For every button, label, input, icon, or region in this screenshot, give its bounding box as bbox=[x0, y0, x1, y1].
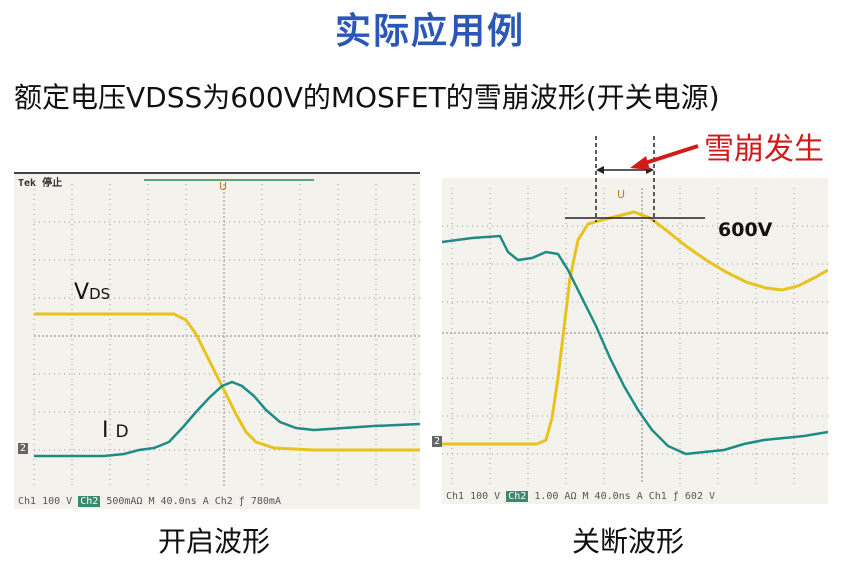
turn-off-scope-status-bar: Ch1 100 V Ch2 1.00 AΩ M 40.0ns A Ch1 ƒ 6… bbox=[446, 491, 715, 502]
page-subtitle: 额定电压VDSS为600V的MOSFET的雪崩波形(开关电源) bbox=[14, 81, 720, 114]
trigger-source: A Ch2 ƒ bbox=[202, 496, 245, 507]
svg-text:U: U bbox=[617, 188, 625, 201]
trigger-source: A Ch1 ƒ bbox=[636, 491, 679, 502]
turn-off-waveform-plot: U bbox=[442, 188, 828, 484]
time-scale: M 40.0ns bbox=[148, 496, 197, 507]
trigger-level: 780mA bbox=[250, 496, 281, 507]
turn-off-scope-screen: U 2 Ch1 100 V Ch2 1.00 AΩ M 40.0ns A Ch1… bbox=[432, 178, 828, 504]
ch1-scale: 100 V bbox=[42, 496, 73, 507]
vds-trace bbox=[442, 210, 828, 446]
scope-status-label: Tek 停止 bbox=[18, 178, 63, 189]
ch1-scale: 100 V bbox=[470, 491, 501, 502]
id-trace bbox=[34, 380, 420, 458]
turn-off-caption: 关断波形 bbox=[572, 525, 685, 558]
turn-on-caption: 开启波形 bbox=[158, 525, 271, 558]
ch2-scale: 1.00 AΩ bbox=[534, 491, 577, 502]
id-trace bbox=[442, 234, 828, 456]
svg-text:U: U bbox=[219, 180, 227, 193]
ch2-label: Ch2 bbox=[506, 491, 529, 502]
id-label: I D bbox=[102, 418, 129, 443]
ch2-ground-marker: 2 bbox=[432, 436, 443, 447]
ch2-ground-marker: 2 bbox=[18, 443, 29, 454]
ch1-label: Ch1 bbox=[446, 491, 465, 502]
turn-on-waveform-plot: U bbox=[33, 179, 420, 486]
600v-label: 600V bbox=[718, 219, 773, 241]
turn-on-scope-screen: U Tek 停止 2 Ch1 100 V Ch2 500mAΩ M 40.0ns… bbox=[14, 172, 420, 509]
turn-on-scope-status-bar: Ch1 100 V Ch2 500mAΩ M 40.0ns A Ch2 ƒ 78… bbox=[18, 496, 281, 507]
ch1-label: Ch1 bbox=[18, 496, 37, 507]
trigger-level: 602 V bbox=[684, 491, 716, 502]
ch2-label: Ch2 bbox=[78, 496, 101, 507]
vds-label: VDS bbox=[74, 280, 111, 305]
page-title: 实际应用例 bbox=[334, 11, 525, 52]
time-scale: M 40.0ns bbox=[582, 491, 631, 502]
ch2-scale: 500mAΩ bbox=[106, 496, 143, 507]
avalanche-label: 雪崩发生 bbox=[704, 132, 824, 167]
vds-trace bbox=[34, 312, 420, 452]
